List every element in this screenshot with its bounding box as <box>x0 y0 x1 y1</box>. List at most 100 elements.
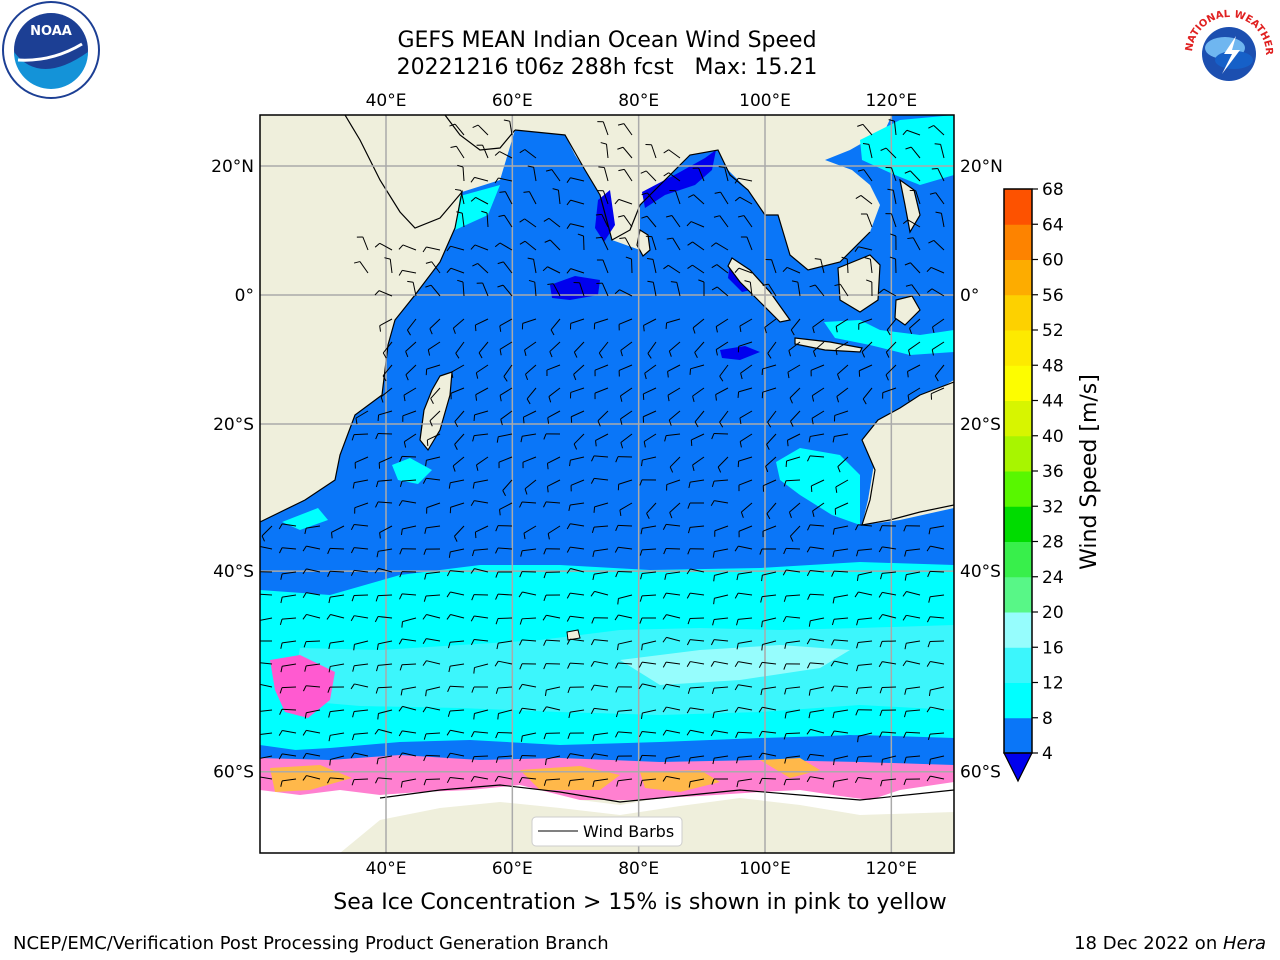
wind-barb <box>765 258 777 274</box>
wind-barb <box>688 479 705 489</box>
wind-zone-sw-corner <box>282 508 328 530</box>
wind-barb <box>399 479 417 488</box>
wind-barb <box>861 341 873 358</box>
lat-label-right: 40°S <box>960 562 1001 582</box>
wind-barb <box>762 525 777 538</box>
wind-barb <box>352 709 369 718</box>
wind-barb <box>376 640 393 650</box>
wind-barb <box>569 387 585 399</box>
lon-label-top: 120°E <box>865 91 917 111</box>
wind-map: 40°E 40°E 60°E 60°E 80°E 80°E 100°E 100°E 120°E 1… <box>211 91 1003 879</box>
wind-barb <box>500 410 513 426</box>
wind-barb <box>552 188 561 205</box>
wind-barb <box>687 502 705 509</box>
legend-label: Wind Barbs <box>583 822 674 841</box>
wind-barb <box>767 341 777 359</box>
wind-barb <box>784 686 801 695</box>
wind-barb <box>834 283 849 297</box>
wind-barb <box>640 709 657 720</box>
wind-barb <box>711 264 729 274</box>
wind-barb <box>375 686 393 694</box>
wind-barb <box>471 548 489 557</box>
wind-barb <box>929 755 945 766</box>
madagascar-land <box>419 371 453 452</box>
wind-barb <box>423 754 441 762</box>
wind-barb <box>662 683 681 690</box>
wind-barb <box>880 778 897 787</box>
wind-barb <box>711 432 729 440</box>
wind-barb <box>567 686 585 694</box>
wind-barb <box>543 217 561 228</box>
wind-barb <box>353 640 369 651</box>
wind-barb <box>498 456 513 469</box>
wind-barb <box>518 707 537 714</box>
wind-barb <box>573 433 585 450</box>
wind-barb <box>543 433 561 440</box>
wind-barb <box>470 731 489 738</box>
wind-barb <box>835 479 849 493</box>
wind-barb <box>527 257 537 274</box>
wind-barb <box>734 196 753 205</box>
wind-barb <box>736 755 753 764</box>
wind-barb <box>646 502 657 519</box>
wind-barb <box>594 364 609 377</box>
wind-barb <box>519 149 537 159</box>
lat-label-left: 40°S <box>213 562 254 582</box>
wind-barb <box>639 617 657 624</box>
wind-barb <box>934 364 945 382</box>
wind-barb <box>403 387 417 402</box>
wind-barb <box>454 410 465 428</box>
wind-barb <box>878 591 897 598</box>
wind-barb <box>374 728 393 735</box>
wind-barb <box>789 387 801 404</box>
wind-barb <box>615 524 633 532</box>
wind-barb <box>904 686 921 695</box>
wind-barb <box>736 617 753 626</box>
wind-barb <box>400 778 417 788</box>
wind-barb <box>545 169 561 182</box>
wind-barb <box>351 732 369 741</box>
wind-barb <box>525 364 537 381</box>
wind-barb <box>618 168 633 182</box>
wind-barb <box>519 663 537 670</box>
wind-barb <box>426 502 441 514</box>
wind-barb <box>619 387 633 402</box>
wind-barb <box>614 198 633 205</box>
wind-barb <box>854 591 873 598</box>
wind-barb <box>926 775 945 782</box>
wind-barb <box>879 731 897 738</box>
wind-barb <box>451 364 465 378</box>
wind-barb <box>457 279 465 297</box>
wind-barb <box>782 616 801 623</box>
wind-barb <box>422 706 441 713</box>
wind-barb <box>425 686 441 697</box>
wind-barb <box>446 267 465 274</box>
colorbar-tick-label: 8 <box>1042 709 1053 729</box>
wind-barb <box>831 570 849 577</box>
wind-barb <box>662 592 681 599</box>
wind-barb <box>304 663 321 672</box>
wind-barb <box>878 661 897 668</box>
wind-barb <box>902 614 921 621</box>
wind-barb <box>641 192 657 205</box>
wind-barb <box>740 364 753 380</box>
wind-barb <box>547 525 561 540</box>
wind-barb <box>448 479 465 489</box>
wind-barb <box>645 235 657 251</box>
wind-barb <box>481 210 489 228</box>
wind-barb <box>711 686 729 695</box>
wind-barb <box>475 387 489 401</box>
lat-label-left: 60°S <box>213 763 254 783</box>
wind-barb <box>470 500 489 507</box>
wind-barb <box>470 176 489 183</box>
wind-barb <box>641 215 657 228</box>
wind-barb <box>928 125 945 136</box>
wind-barb <box>902 129 921 136</box>
wind-barb <box>472 433 489 442</box>
wind-barb <box>573 341 585 358</box>
wind-barb <box>375 777 393 784</box>
wind-barb <box>812 318 825 334</box>
wind-barb <box>837 364 849 381</box>
map-frame <box>259 114 955 854</box>
wind-barb <box>739 410 753 425</box>
